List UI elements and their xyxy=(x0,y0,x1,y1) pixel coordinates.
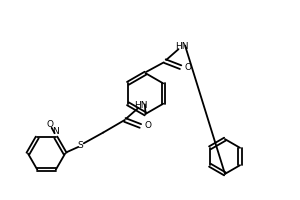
Text: HN: HN xyxy=(175,42,188,51)
Text: HN: HN xyxy=(135,101,148,110)
Text: O: O xyxy=(145,121,152,130)
Text: S: S xyxy=(78,141,84,150)
Text: O: O xyxy=(47,120,54,129)
Text: O: O xyxy=(185,63,192,72)
Text: N: N xyxy=(52,127,59,136)
